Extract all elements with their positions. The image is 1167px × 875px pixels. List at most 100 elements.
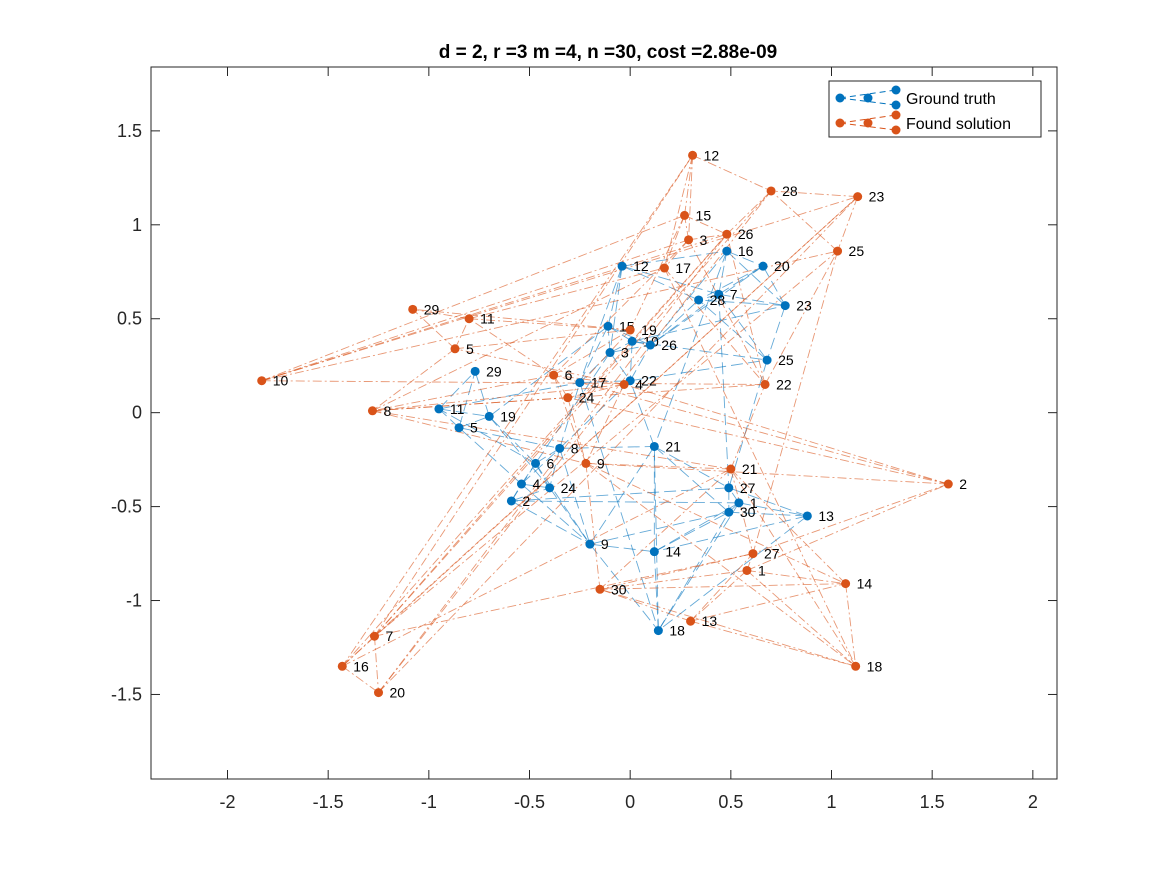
found-solution-edge xyxy=(599,588,856,667)
ground-truth-point-label: 11 xyxy=(450,401,465,417)
y-tick-label: -1.5 xyxy=(111,684,142,704)
legend-swatch-marker xyxy=(891,110,901,120)
found-solution-point xyxy=(595,584,605,594)
ground-truth-point-label: 25 xyxy=(778,352,794,368)
found-solution-edge xyxy=(726,190,772,235)
found-solution-point-label: 18 xyxy=(867,658,883,674)
found-solution-edge xyxy=(378,190,772,693)
ground-truth-edge xyxy=(629,344,651,381)
ground-truth-point xyxy=(734,498,744,508)
found-solution-point-label: 13 xyxy=(702,613,718,629)
ground-truth-point xyxy=(762,355,772,365)
found-solution-edge xyxy=(684,155,694,216)
ground-truth-edge xyxy=(728,487,808,517)
x-tick-label: -1.5 xyxy=(313,792,344,812)
found-solution-point-label: 15 xyxy=(696,207,712,223)
found-solution-edge xyxy=(372,374,554,412)
found-solution-point xyxy=(748,549,758,559)
found-solution-edge xyxy=(341,155,693,667)
ground-truth-point xyxy=(617,261,627,271)
ground-truth-edge xyxy=(474,371,490,417)
found-solution-edge xyxy=(688,239,766,385)
found-solution-edge xyxy=(690,583,846,622)
found-solution-edge xyxy=(585,463,856,667)
found-solution-edge xyxy=(372,397,568,412)
found-solution-edge xyxy=(378,196,859,693)
x-tick-label: -1 xyxy=(421,792,437,812)
ground-truth-point-label: 27 xyxy=(740,480,756,496)
found-solution-edge xyxy=(585,462,846,585)
ground-truth-edge xyxy=(649,299,699,346)
ground-truth-edge xyxy=(654,515,808,553)
ground-truth-point xyxy=(434,404,444,414)
found-solution-edge xyxy=(261,239,689,382)
found-solution-edge xyxy=(771,190,858,198)
found-solution-point-label: 28 xyxy=(782,183,798,199)
chart-title: d = 2, r =3 m =4, n =30, cost =2.88e-09 xyxy=(439,42,778,63)
found-solution-point-label: 10 xyxy=(273,373,289,389)
ground-truth-point-label: 1 xyxy=(750,495,758,511)
found-solution-point xyxy=(464,314,474,324)
ground-truth-point-label: 24 xyxy=(561,480,577,496)
found-solution-edge xyxy=(374,155,693,637)
found-solution-edge xyxy=(553,239,689,376)
found-solution-edge xyxy=(585,462,949,485)
ground-truth-point xyxy=(531,458,541,468)
found-solution-point-label: 3 xyxy=(700,232,708,248)
ground-truth-point-label: 8 xyxy=(571,440,579,456)
y-tick-label: 1.5 xyxy=(117,121,142,141)
found-solution-edge xyxy=(752,483,949,554)
found-solution-edge xyxy=(372,384,766,412)
found-solution-point-label: 22 xyxy=(776,376,792,392)
ground-truth-point-label: 19 xyxy=(500,408,516,424)
found-solution-edge xyxy=(567,397,949,485)
ground-truth-point-label: 4 xyxy=(532,476,540,492)
ground-truth-point xyxy=(454,423,464,433)
found-solution-edge xyxy=(663,215,685,269)
ground-truth-edge xyxy=(621,265,699,301)
found-solution-point xyxy=(853,192,863,202)
found-solution-point-label: 7 xyxy=(385,628,393,644)
found-solution-edge xyxy=(585,384,625,464)
found-solution-edge xyxy=(454,348,625,385)
found-solution-edge xyxy=(469,318,631,331)
found-solution-edge xyxy=(730,468,857,667)
found-solution-point-label: 5 xyxy=(466,341,474,357)
ground-truth-edge xyxy=(549,487,591,545)
ground-truth-point-label: 26 xyxy=(661,337,677,353)
ground-truth-edge xyxy=(458,427,560,449)
found-solution-point xyxy=(833,246,843,256)
found-solution-edge xyxy=(664,267,766,385)
ground-truth-point xyxy=(506,496,516,506)
ground-truth-edge xyxy=(609,352,631,381)
found-solution-point-label: 1 xyxy=(758,562,766,578)
found-solution-edge xyxy=(663,155,694,269)
found-solution-edge xyxy=(372,410,731,470)
ground-truth-edge xyxy=(511,487,729,502)
found-solution-edge xyxy=(726,234,766,385)
ground-truth-edge xyxy=(657,502,740,631)
x-tick-label: 1 xyxy=(826,792,836,812)
found-solution-point xyxy=(684,235,694,245)
ground-truth-point xyxy=(780,301,790,311)
ground-truth-edge xyxy=(488,416,550,489)
found-solution-edge xyxy=(553,374,949,485)
found-solution-edge xyxy=(585,463,601,590)
found-solution-point xyxy=(742,565,752,575)
ground-truth-edge xyxy=(698,265,764,301)
found-solution-edge xyxy=(770,190,838,252)
ground-truth-edge xyxy=(579,265,623,383)
ground-truth-point-label: 14 xyxy=(665,544,681,560)
found-solution-edge xyxy=(599,570,748,590)
ground-truth-edge xyxy=(535,352,611,464)
found-solution-point-label: 24 xyxy=(579,390,595,406)
found-solution-edge xyxy=(261,214,685,382)
ground-truth-edge xyxy=(609,266,623,353)
found-solution-point xyxy=(726,464,736,474)
found-solution-point-label: 25 xyxy=(849,243,865,259)
ground-truth-edge xyxy=(438,408,490,417)
ground-truth-edge xyxy=(589,543,655,553)
x-tick-label: 1.5 xyxy=(920,792,945,812)
ground-truth-edge xyxy=(438,408,460,429)
